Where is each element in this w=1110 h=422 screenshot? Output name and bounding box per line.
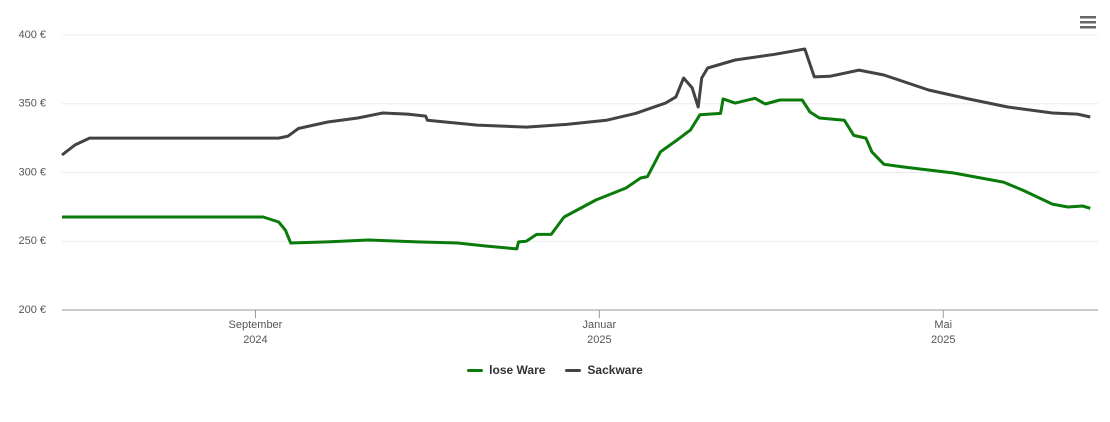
y-tick-label: 350 € — [18, 98, 46, 110]
legend: lose Ware Sackware — [0, 363, 1110, 377]
series-line — [61, 47, 1091, 157]
legend-swatch — [467, 368, 484, 372]
series-line — [62, 96, 1091, 251]
x-tick-label: Mai 2025 — [930, 319, 956, 346]
y-tick-label: 300 € — [18, 166, 46, 178]
legend-label: Sackware — [587, 363, 643, 377]
legend-item[interactable]: Sackware — [565, 363, 643, 377]
legend-item[interactable]: lose Ware — [467, 363, 545, 377]
x-tick-label: Januar 2025 — [582, 319, 617, 346]
y-tick-label: 400 € — [18, 29, 46, 41]
legend-label: lose Ware — [489, 363, 546, 377]
legend-swatch — [565, 368, 582, 372]
y-tick-label: 250 € — [18, 235, 46, 247]
y-tick-label: 200 € — [18, 304, 46, 316]
x-tick-label: September 2024 — [228, 319, 283, 346]
menu-icon[interactable] — [1080, 16, 1096, 29]
